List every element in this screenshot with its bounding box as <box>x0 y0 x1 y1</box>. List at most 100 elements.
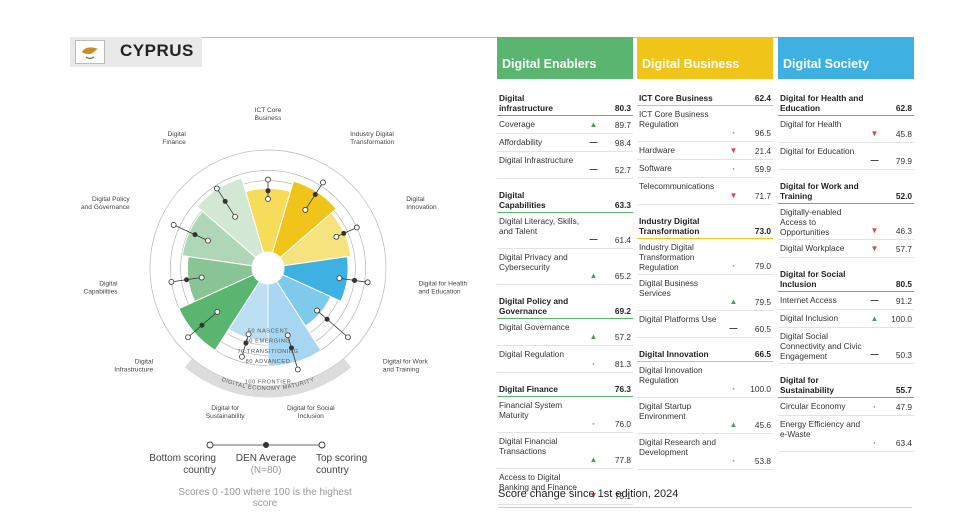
section-name-line: Digital Innovation <box>639 349 709 359</box>
indicator-row: Software ● 59.9 <box>637 160 773 178</box>
section-header: Digital Finance 76.3 <box>497 378 633 397</box>
bottom-rule <box>498 507 912 508</box>
indicator-row: Digital Privacy and Cybersecurity ▲ 65.2 <box>497 249 633 285</box>
indicator-score: 79.5 <box>754 297 771 307</box>
indicator-row: Digital Governance ▲ 57.2 <box>497 319 633 346</box>
section-name-line: Sustainability <box>780 385 834 395</box>
top-marker-7 <box>239 353 245 360</box>
legend-bottom-label: Bottom scoring country <box>149 453 216 476</box>
indicator-row: Internet Access — 91.2 <box>778 292 914 310</box>
column-header: Digital Society <box>778 37 914 79</box>
indicator-row: Digital for Health ▼ 45.8 <box>778 116 914 143</box>
bottom-marker-5 <box>314 307 320 314</box>
column-spacer <box>778 79 914 87</box>
indicator-name: Financial System Maturity <box>499 400 563 420</box>
indicator-score: 75.1 <box>614 491 631 501</box>
indicator-name: Digital Financial Transactions <box>499 436 558 456</box>
category-label-5: Digital for Work and Training <box>383 359 429 374</box>
section-header: Digital Capabilities 63.3 <box>497 184 633 213</box>
section-name-line: Governance <box>499 306 547 316</box>
indicator-name: Digital Inclusion <box>780 313 839 323</box>
indicator-name: Digital Research and Development <box>639 437 717 457</box>
section-header: Digital Innovation 66.5 <box>637 343 773 362</box>
trend-dot-icon: ● <box>873 440 876 445</box>
indicator-score: 47.9 <box>895 402 912 412</box>
indicator-row: Telecommunications ▼ 71.7 <box>637 178 773 205</box>
column-title: Digital Enablers <box>502 57 597 71</box>
section-score: 66.5 <box>754 349 771 359</box>
trend-down-icon: ▼ <box>870 244 879 253</box>
country-name: CYPRUS <box>120 41 194 60</box>
legend-bottom-marker <box>206 441 214 449</box>
section-name: Digital Innovation <box>639 349 709 359</box>
indicator-score: 98.4 <box>614 138 631 148</box>
indicator-name: Digital Privacy and Cybersecurity <box>499 252 568 272</box>
top-marker-1 <box>265 176 271 183</box>
den-marker-10 <box>192 232 198 238</box>
indicator-name: Digital Governance <box>499 322 570 332</box>
column-digital-enablers: Digital Enablers Digital infrastructure 80.… <box>497 37 633 505</box>
indicator-row: Digital Innovation Regulation ● 100.0 <box>637 362 773 398</box>
indicator-row: Digital Workplace ▼ 57.7 <box>778 240 914 258</box>
column-title: Digital Society <box>783 57 870 71</box>
section-name-line: Inclusion <box>780 279 817 289</box>
den-marker-6 <box>288 345 294 351</box>
trend-down-icon: ▼ <box>729 191 738 200</box>
legend-top-label: Top scoring country <box>316 453 368 476</box>
section-name-line: Training <box>780 191 813 201</box>
indicator-row: Financial System Maturity ● 76.0 <box>497 397 633 433</box>
scores-note: Scores 0 -100 where 100 is the highest s… <box>178 487 352 509</box>
bottom-marker-10 <box>205 237 211 244</box>
bottom-marker-3 <box>333 233 340 240</box>
indicator-row: Energy Efficiency and e-Waste ● 63.4 <box>778 416 914 452</box>
top-marker-6 <box>294 366 301 373</box>
top-marker-8 <box>185 334 191 341</box>
maturity-band <box>184 358 352 398</box>
indicator-score: 76.0 <box>614 419 631 429</box>
trend-flat-icon: — <box>870 350 879 359</box>
trend-down-icon: ▼ <box>870 226 879 235</box>
indicator-name: Circular Economy <box>780 401 846 411</box>
indicator-row: Access to Digital Banking and Finance ▼ 75… <box>497 469 633 505</box>
range-line-7 <box>241 334 249 357</box>
indicator-score: 100.0 <box>891 314 912 324</box>
indicator-score: 57.2 <box>614 332 631 342</box>
den-marker-3 <box>341 230 347 236</box>
den-marker-7 <box>243 340 249 346</box>
section-name: Digital infrastructure <box>499 93 553 113</box>
section-score: 80.3 <box>614 103 631 113</box>
legend-top-marker <box>318 441 326 449</box>
indicator-row: Digital Inclusion ▲ 100.0 <box>778 310 914 328</box>
category-label-8: Digital Infrastructure <box>114 359 153 374</box>
column-header: Digital Business <box>637 37 773 79</box>
section-score: 76.3 <box>614 384 631 394</box>
indicator-row: Affordability — 98.4 <box>497 134 633 152</box>
indicator-row: ICT Core Business Regulation ● 96.5 <box>637 106 773 142</box>
indicator-name: Digital Workplace <box>780 243 845 253</box>
trend-up-icon: ▲ <box>729 297 738 306</box>
category-label-3: Digital Innovation <box>406 196 437 211</box>
country-header: CYPRUS <box>70 37 202 67</box>
range-line-3 <box>336 227 357 238</box>
section-header: Digital Policy and Governance 69.2 <box>497 290 633 319</box>
category-label-9: Digital Capabilities <box>83 281 118 296</box>
range-line-5 <box>316 310 349 338</box>
section-name: Digital Finance <box>499 384 558 394</box>
trend-down-icon: ▼ <box>729 146 738 155</box>
indicator-score: 96.5 <box>754 128 771 138</box>
trend-up-icon: ▲ <box>729 420 738 429</box>
section-name-line: Digital for <box>780 375 819 385</box>
indicator-score: 65.2 <box>614 271 631 281</box>
legend-den-title: DEN Average <box>235 453 297 464</box>
section-header: Digital for Work and Training 52.0 <box>778 175 914 204</box>
section-name-line: Digital for Work and <box>780 181 859 191</box>
bottom-marker-1 <box>265 196 271 202</box>
section-score: 73.0 <box>754 226 771 236</box>
indicator-score: 57.7 <box>895 244 912 254</box>
indicator-name: Digital Business Services <box>639 278 699 298</box>
trend-flat-icon: — <box>589 165 598 174</box>
indicator-score: 59.9 <box>754 164 771 174</box>
trend-dot-icon: ● <box>732 166 735 171</box>
trend-flat-icon: — <box>870 296 879 305</box>
category-label-1: ICT Core Business <box>255 107 282 122</box>
